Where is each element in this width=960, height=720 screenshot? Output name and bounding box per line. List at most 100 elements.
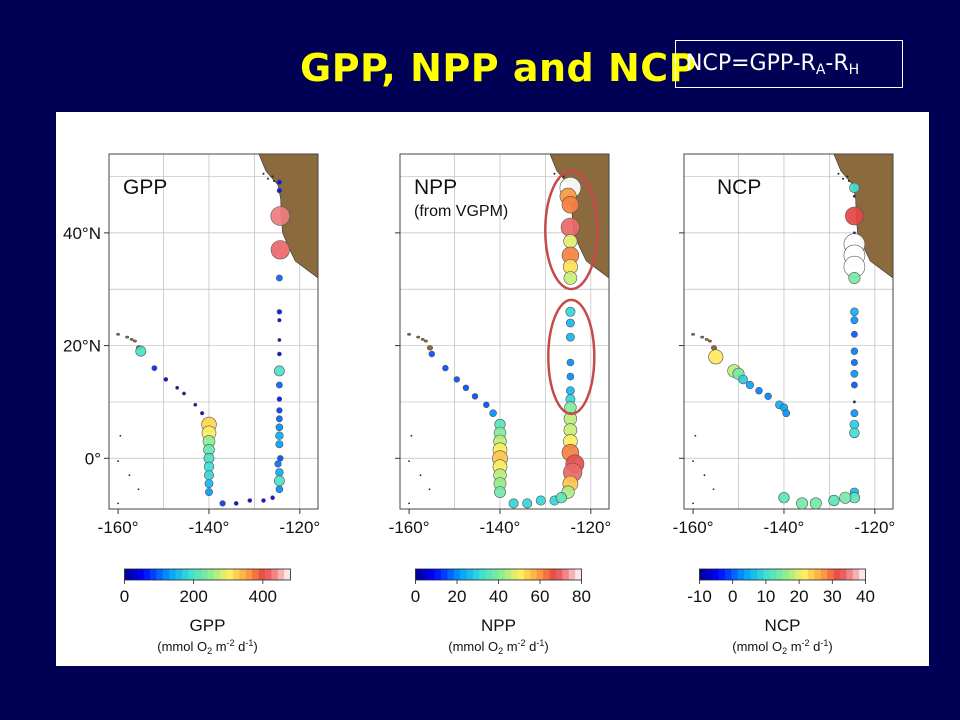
map-frame xyxy=(108,153,319,510)
lon-tick-label: -160° xyxy=(98,518,139,537)
colorbar-segment xyxy=(472,569,480,580)
data-point xyxy=(275,485,284,494)
data-point xyxy=(850,307,859,317)
units-part: d xyxy=(810,639,821,654)
small-island xyxy=(428,488,431,491)
colorbar-segment xyxy=(156,569,164,580)
colorbar-tick-label: 400 xyxy=(249,587,277,606)
colorbar-segment xyxy=(820,569,828,580)
data-point xyxy=(273,365,285,377)
colorbar-segment xyxy=(750,569,758,580)
colorbar-tick-label: 0 xyxy=(120,587,129,606)
colorbar-segment xyxy=(769,569,777,580)
colorbar-segment xyxy=(833,569,841,580)
hawaii-island xyxy=(423,339,428,343)
colorbar-segment xyxy=(712,569,720,580)
colorbar-segment xyxy=(150,569,157,580)
hawaii-island xyxy=(426,345,433,351)
colorbar-segment xyxy=(194,569,202,580)
colorbar-segment xyxy=(137,569,145,580)
colorbar-units: (mmol O2 m-2 d-1) xyxy=(157,638,258,656)
coastal-island xyxy=(837,172,840,175)
colorbar-segment xyxy=(731,569,739,580)
colorbar-tick-label: -10 xyxy=(687,587,712,606)
small-island xyxy=(712,488,715,491)
hawaii-island xyxy=(416,335,421,339)
data-point xyxy=(755,387,763,395)
colorbar-segment xyxy=(479,569,487,580)
data-points xyxy=(428,177,585,509)
data-point xyxy=(428,350,435,358)
colorbar-title: NPP xyxy=(481,616,516,635)
data-point xyxy=(563,234,578,249)
data-point xyxy=(276,407,283,414)
data-point xyxy=(738,374,748,385)
data-point xyxy=(277,351,282,357)
hawaii-island xyxy=(129,337,134,341)
data-point xyxy=(275,274,283,282)
equation-sub-a: A xyxy=(815,62,826,78)
data-point xyxy=(277,338,282,342)
colorbar-segment xyxy=(555,569,563,580)
data-point xyxy=(708,349,724,365)
colorbar: -10 0 10 20 30 40 NCP (mmol O2 m-2 d-1) xyxy=(687,568,875,656)
data-point xyxy=(849,182,860,194)
coastal-island xyxy=(272,180,275,183)
map-panel-npp: -160° -140° -120° NPP (from VGPM) 0 20 40 60 80 NP… xyxy=(389,153,611,656)
data-point xyxy=(809,497,822,510)
data-point xyxy=(566,372,575,381)
data-point xyxy=(462,384,470,391)
data-point xyxy=(560,217,581,237)
lon-tick-label: -160° xyxy=(673,518,714,537)
colorbar-segment xyxy=(568,569,576,580)
colorbar-tick-label: 200 xyxy=(179,587,207,606)
colorbar-tick-label: 20 xyxy=(448,587,467,606)
units-part: m xyxy=(503,639,517,654)
data-point xyxy=(850,409,859,418)
data-point xyxy=(275,431,284,440)
coastal-island xyxy=(842,177,845,180)
data-point xyxy=(204,479,214,488)
colorbar-segment xyxy=(207,569,215,580)
colorbar-segment xyxy=(453,569,461,580)
colorbar-segment xyxy=(428,569,436,580)
small-island xyxy=(117,502,119,505)
equation-dash: -R xyxy=(825,51,849,76)
coastal-island xyxy=(846,175,849,178)
units-part: (mmol O xyxy=(157,639,207,654)
data-point xyxy=(276,179,283,185)
units-part: -1 xyxy=(820,638,828,648)
colorbar-segment xyxy=(264,569,272,580)
data-point xyxy=(270,495,275,501)
colorbar-units: (mmol O2 m-2 d-1) xyxy=(448,638,549,656)
colorbar-segment xyxy=(562,569,570,580)
small-island xyxy=(692,460,694,463)
data-point xyxy=(852,400,856,404)
colorbar-segment xyxy=(517,569,525,580)
units-part: 2 xyxy=(207,646,212,656)
colorbar-segment xyxy=(524,569,531,580)
small-island xyxy=(692,502,694,505)
data-point xyxy=(566,318,575,328)
panel-label: NPP xyxy=(414,176,457,199)
data-point xyxy=(850,347,859,355)
colorbar-segment xyxy=(756,569,764,580)
lon-tick-label: -120° xyxy=(854,518,895,537)
data-point xyxy=(151,365,158,371)
colorbar-segment xyxy=(220,569,228,580)
data-point xyxy=(522,498,533,509)
colorbar-segment xyxy=(737,569,745,580)
units-part: -2 xyxy=(518,638,526,648)
colorbar-segment xyxy=(744,569,751,580)
map-frame xyxy=(399,153,610,510)
data-point xyxy=(566,386,575,396)
colorbar-segment xyxy=(852,569,860,580)
units-part: ) xyxy=(253,639,257,654)
colorbar-segment xyxy=(277,569,285,580)
map-panel-gpp: 40°N 20°N 0° -160° -140° -120° GPP 0 200 400 GPP (m… xyxy=(63,153,320,656)
colorbar-segment xyxy=(498,569,506,580)
colorbar-segment xyxy=(575,569,582,580)
colorbar-segment xyxy=(511,569,519,580)
data-point xyxy=(851,330,858,338)
data-point xyxy=(182,391,186,396)
